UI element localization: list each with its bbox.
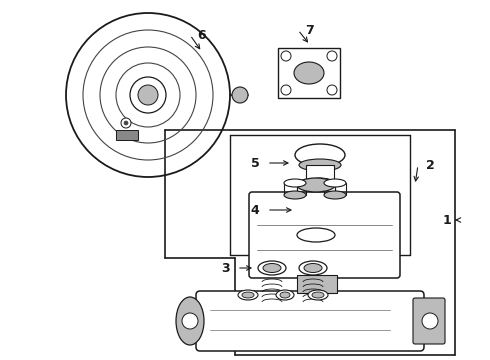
Ellipse shape — [294, 62, 324, 84]
Text: 5: 5 — [250, 157, 259, 170]
Ellipse shape — [299, 159, 341, 171]
Text: 3: 3 — [220, 261, 229, 275]
Ellipse shape — [280, 292, 290, 298]
Text: 7: 7 — [306, 23, 315, 36]
Ellipse shape — [242, 292, 254, 298]
FancyBboxPatch shape — [249, 192, 400, 278]
Bar — [278, 48, 340, 98]
Ellipse shape — [284, 191, 306, 199]
FancyBboxPatch shape — [196, 291, 424, 351]
Ellipse shape — [276, 290, 294, 300]
Ellipse shape — [324, 179, 346, 187]
Ellipse shape — [308, 290, 328, 300]
Ellipse shape — [304, 264, 322, 273]
Text: 4: 4 — [250, 203, 259, 216]
Ellipse shape — [297, 178, 335, 192]
Ellipse shape — [312, 292, 324, 298]
Circle shape — [281, 51, 291, 61]
Circle shape — [422, 313, 438, 329]
Bar — [116, 130, 138, 140]
Circle shape — [124, 121, 128, 125]
Ellipse shape — [284, 179, 306, 187]
Ellipse shape — [324, 191, 346, 199]
Ellipse shape — [176, 297, 204, 345]
Ellipse shape — [306, 178, 334, 188]
Bar — [297, 275, 337, 293]
Circle shape — [130, 77, 166, 113]
Text: 2: 2 — [426, 158, 434, 171]
Ellipse shape — [299, 261, 327, 275]
Text: 1: 1 — [442, 213, 451, 226]
Circle shape — [281, 85, 291, 95]
Ellipse shape — [238, 290, 258, 300]
Circle shape — [138, 85, 158, 105]
Bar — [306, 165, 334, 183]
FancyBboxPatch shape — [413, 298, 445, 344]
Ellipse shape — [263, 264, 281, 273]
Circle shape — [121, 118, 131, 128]
Circle shape — [327, 51, 337, 61]
Circle shape — [182, 313, 198, 329]
Text: 6: 6 — [197, 28, 206, 41]
Ellipse shape — [297, 228, 335, 242]
Circle shape — [327, 85, 337, 95]
Ellipse shape — [295, 144, 345, 166]
Ellipse shape — [258, 261, 286, 275]
Circle shape — [66, 13, 230, 177]
Circle shape — [232, 87, 248, 103]
